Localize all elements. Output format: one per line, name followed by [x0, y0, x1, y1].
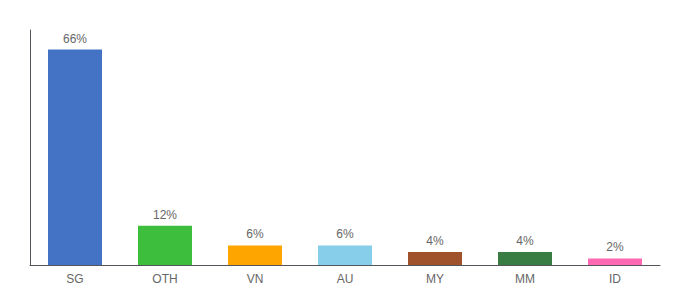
- svg-text:MM: MM: [515, 272, 535, 286]
- svg-text:4%: 4%: [516, 234, 534, 248]
- svg-text:OTH: OTH: [152, 272, 177, 286]
- svg-text:AU: AU: [337, 272, 354, 286]
- svg-text:2%: 2%: [606, 240, 624, 254]
- svg-text:66%: 66%: [63, 32, 87, 46]
- svg-text:12%: 12%: [153, 208, 177, 222]
- svg-text:SG: SG: [66, 272, 83, 286]
- svg-text:4%: 4%: [426, 234, 444, 248]
- svg-text:6%: 6%: [246, 227, 264, 241]
- svg-text:6%: 6%: [336, 227, 354, 241]
- svg-text:MY: MY: [426, 272, 444, 286]
- svg-text:VN: VN: [247, 272, 264, 286]
- svg-text:ID: ID: [609, 272, 621, 286]
